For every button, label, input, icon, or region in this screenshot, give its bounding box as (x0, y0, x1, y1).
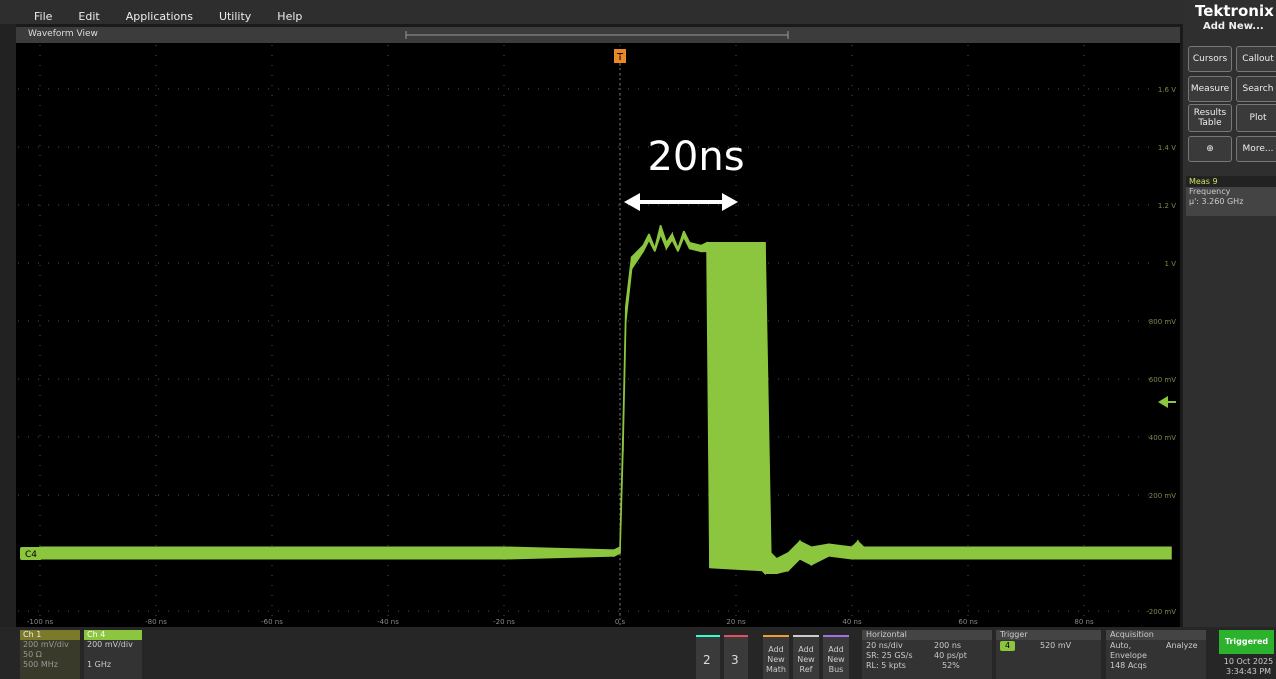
channel-label: C4 (25, 550, 37, 560)
annotation: 20ns (647, 134, 744, 180)
x-tick-label: -40 ns (377, 618, 399, 626)
y-tick-label: 1.4 V (1158, 144, 1176, 152)
envelope-segment (710, 243, 762, 571)
menu: File Edit Applications Utility Help (34, 5, 328, 24)
button[interactable]: More... (1236, 136, 1276, 162)
x-tick-label: -20 ns (493, 618, 515, 626)
add-button[interactable]: Add New Ref (793, 635, 819, 679)
y-tick-label: 400 mV (1149, 434, 1176, 442)
waveform-view: T -100 ns -80 ns -60 ns -40 ns -20 ns 0 s 20 n… (16, 27, 1180, 627)
menu-item[interactable]: Applications (126, 10, 193, 23)
envelope-segment (864, 547, 968, 559)
y-tick-label: 800 mV (1149, 318, 1176, 326)
ch1-bandwidth: 500 MHz (20, 660, 80, 670)
acquisition-count: 148 Acqs (1110, 661, 1147, 671)
ch1-name: Ch 1 (20, 630, 80, 640)
trigger-title: Trigger (996, 630, 1101, 640)
envelope-segment (40, 547, 272, 559)
add-button[interactable]: Add New Math (763, 635, 789, 679)
plot-background (16, 43, 1180, 627)
ch1-badge[interactable]: Ch 1 200 mV/div 50 Ω 500 MHz (20, 630, 80, 679)
button[interactable]: Results Table (1188, 104, 1232, 132)
acquisition-type: Envelope (1110, 651, 1147, 661)
x-tick-label: 0 s (615, 618, 626, 626)
y-tick-label: 1.6 V (1158, 86, 1176, 94)
x-tick-label: 40 ns (842, 618, 862, 626)
button[interactable]: Measure (1188, 76, 1232, 102)
y-tick-label: 1 V (1165, 260, 1177, 268)
channel-button[interactable]: 2 (696, 635, 720, 679)
icon-button[interactable]: ⊕ (1188, 136, 1232, 162)
time: 3:34:43 PM (1221, 667, 1276, 677)
horizontal-title: Horizontal (862, 630, 992, 640)
horizontal-badge[interactable]: Horizontal 20 ns/div 200 ns SR: 25 GS/s … (862, 630, 992, 679)
envelope-segment (968, 547, 1171, 559)
trigger-badge[interactable]: Trigger 4 520 mV (996, 630, 1101, 679)
add-new: Add New... (1203, 21, 1264, 32)
sample-rate: SR: 25 GS/s (866, 651, 913, 661)
trigger-source: 4 (1000, 641, 1015, 651)
x-tick-label: -80 ns (145, 618, 167, 626)
left-strip (0, 24, 16, 627)
channel-button[interactable]: 3 (724, 635, 748, 679)
acquisition-analyze: Analyze (1166, 641, 1198, 651)
measurement-type: Frequency (1186, 187, 1276, 197)
trigger-status: Triggered (1219, 630, 1274, 654)
envelope-segment (504, 547, 614, 559)
y-tick-label: 200 mV (1149, 492, 1176, 500)
ch4-scale: 200 mV/div (84, 640, 142, 650)
menu-item[interactable]: File (34, 10, 52, 23)
envelope-segment (829, 544, 852, 559)
x-tick-label: -60 ns (261, 618, 283, 626)
add-button[interactable]: Add New Bus (823, 635, 849, 679)
x-tick-label: -100 ns (27, 618, 54, 626)
side-panel: Tektronix Add New... Cursors Callout Mea… (1183, 0, 1276, 627)
y-tick-label: 600 mV (1149, 376, 1176, 384)
x-tick-label: 60 ns (958, 618, 978, 626)
bottom-bar: Ch 1 200 mV/div 50 Ω 500 MHz Ch 4 200 mV… (0, 627, 1276, 679)
acquisition-badge[interactable]: Acquisition Auto, Analyze Envelope 148 A… (1106, 630, 1206, 679)
ch4-badge[interactable]: Ch 4 200 mV/div 1 GHz (84, 630, 142, 679)
trigger-level: 520 mV (1040, 641, 1071, 651)
menu-item[interactable]: Edit (78, 10, 99, 23)
measurement-name: Meas 9 (1186, 176, 1276, 187)
envelope-segment (272, 547, 504, 559)
date: 10 Oct 2025 (1221, 657, 1276, 667)
x-tick-label: 80 ns (1074, 618, 1094, 626)
button[interactable]: Cursors (1188, 46, 1232, 72)
menu-item[interactable]: Help (277, 10, 302, 23)
ch1-impedance: 50 Ω (20, 650, 80, 660)
ch4-name: Ch 4 (84, 630, 142, 640)
menu-item[interactable]: Utility (219, 10, 251, 23)
measurement-value: µ': 3.260 GHz (1186, 197, 1276, 207)
horizontal-scale: 20 ns/div (866, 641, 903, 651)
button[interactable]: Callout (1236, 46, 1276, 72)
resolution: 40 ps/pt (934, 651, 967, 661)
button[interactable]: Search (1236, 76, 1276, 102)
button[interactable]: Plot (1236, 104, 1276, 132)
brand: Tektronix (1195, 2, 1274, 20)
measurement-badge[interactable]: Meas 9 Frequency µ': 3.260 GHz (1186, 176, 1276, 216)
acquisition-mode: Auto, (1110, 641, 1131, 651)
y-tick-label: -200 mV (1146, 608, 1176, 616)
horizontal-length: 200 ns (934, 641, 961, 651)
ch1-scale: 200 mV/div (20, 640, 80, 650)
acquisition-title: Acquisition (1106, 630, 1206, 640)
position: 52% (942, 661, 960, 671)
record-length: RL: 5 kpts (866, 661, 906, 671)
ch4-bandwidth: 1 GHz (84, 660, 142, 670)
x-tick-label: 20 ns (726, 618, 746, 626)
trigger-marker-label: T (616, 52, 624, 63)
menu-bar: File Edit Applications Utility Help (0, 0, 1183, 24)
y-tick-label: 1.2 V (1158, 202, 1176, 210)
page: FileEditApplicationsUtilityHelp Waveform… (0, 0, 1276, 679)
